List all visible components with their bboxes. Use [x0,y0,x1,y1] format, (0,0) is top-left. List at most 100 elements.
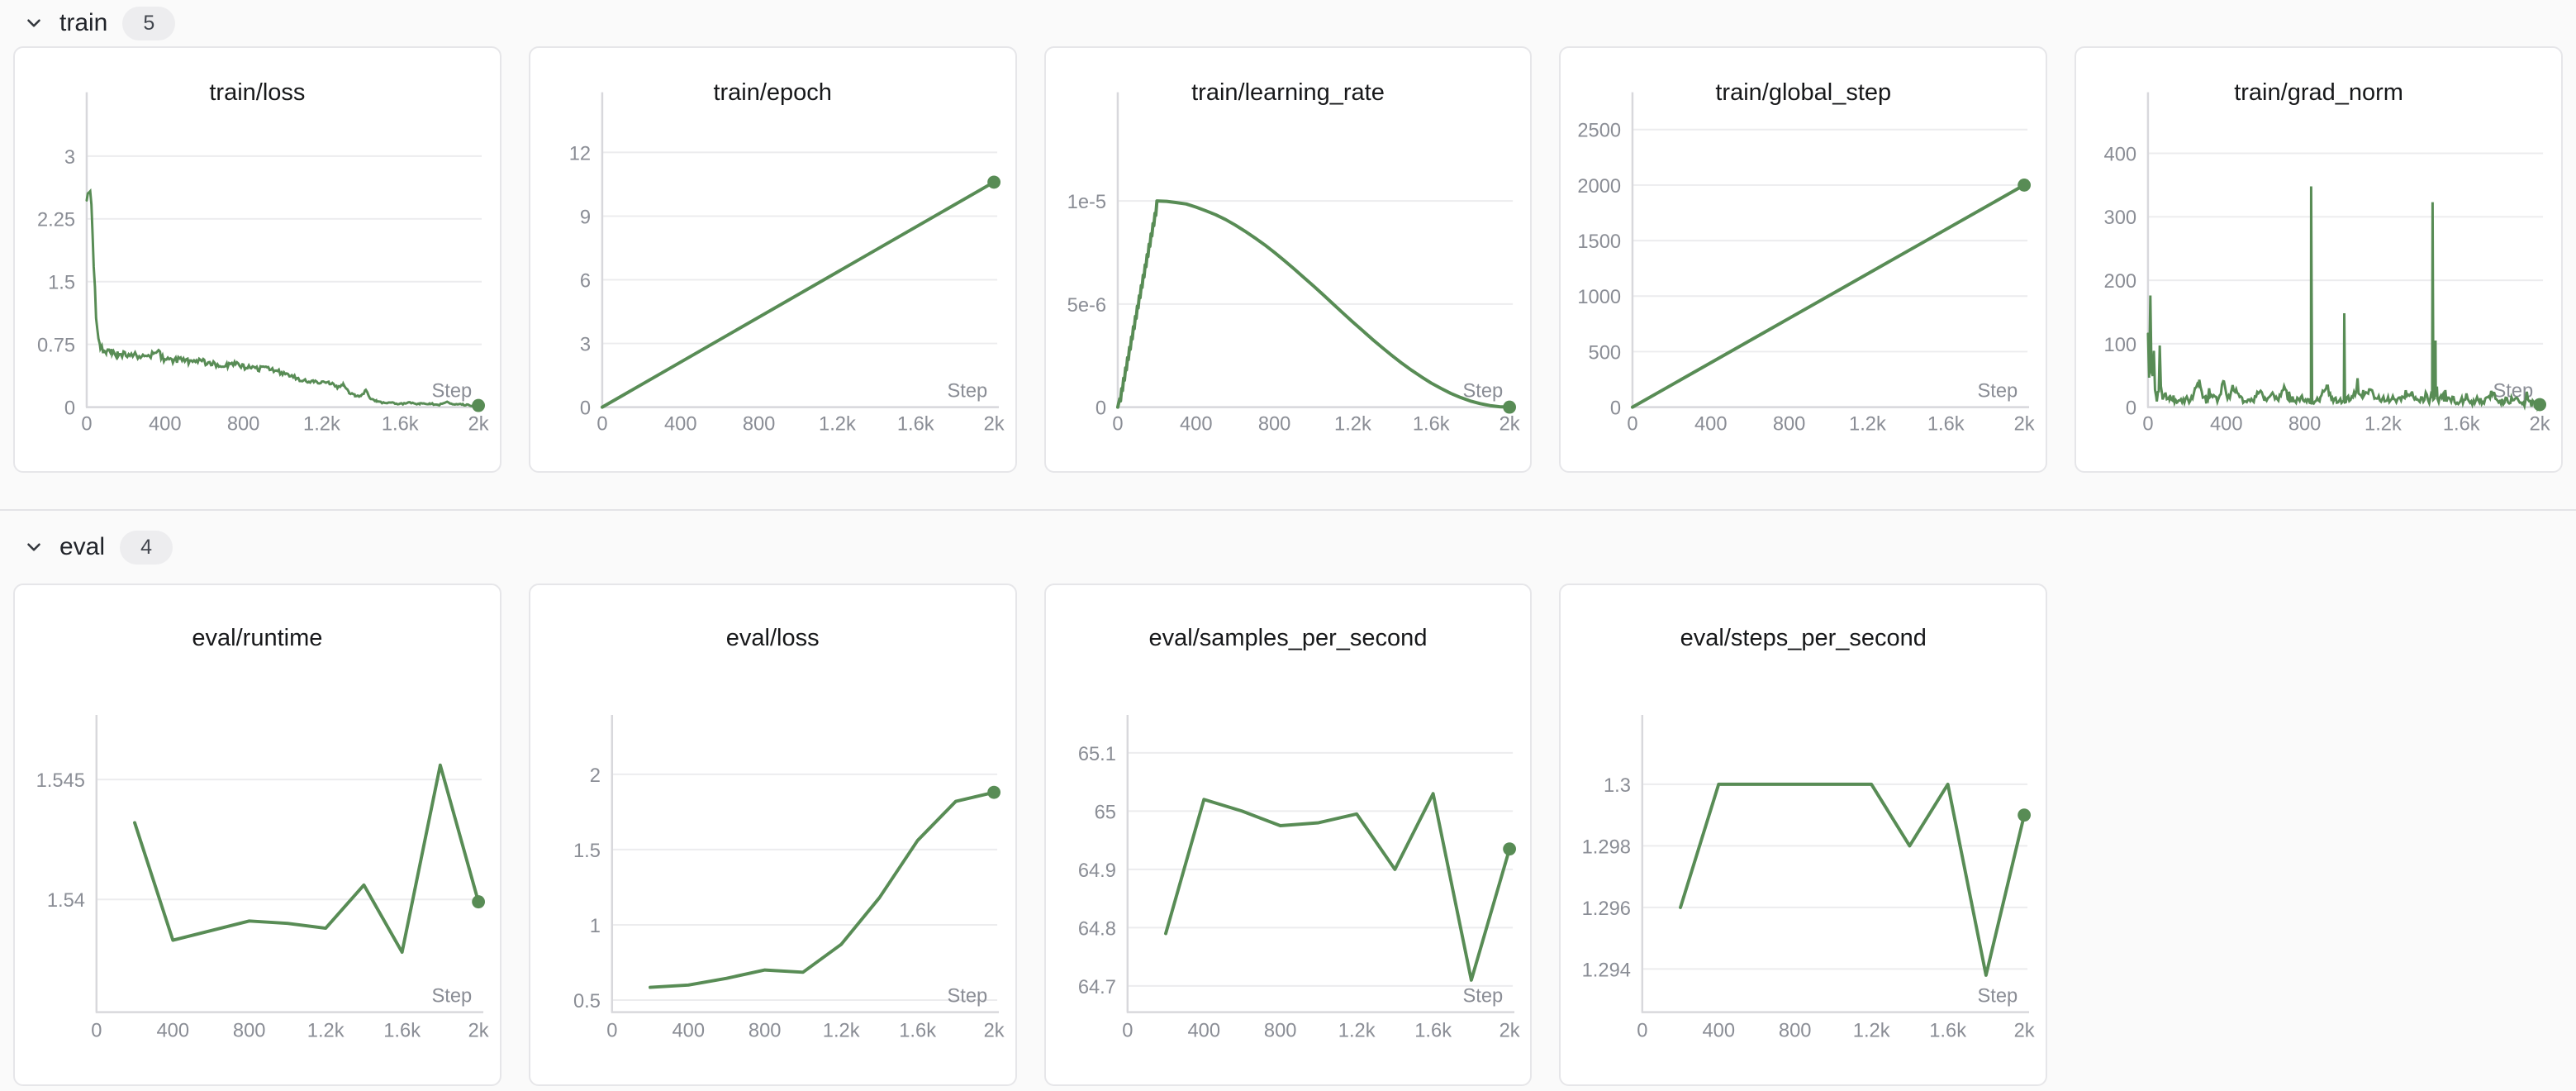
last-point-dot [1502,400,1516,414]
svg-text:0: 0 [81,412,92,435]
x-axis-step-label: Step [1978,380,2018,403]
svg-text:2000: 2000 [1578,175,1622,198]
section-title-eval: eval [59,533,106,560]
svg-text:0: 0 [606,1019,617,1041]
series-line [648,790,996,989]
svg-text:2k: 2k [468,1019,489,1041]
chart-canvas: 1.54 1.545 0 400 800 1.2k 1.6k 2k Step [36,714,489,1041]
svg-text:0: 0 [2143,412,2154,435]
last-point-dot [2533,398,2547,412]
svg-text:1.296: 1.296 [1582,898,1631,920]
chart-card-train-global-step[interactable]: train/global_step 0 500 1000 1500 2000 2500 0 40… [1559,46,2048,473]
chart-card-train-loss[interactable]: train/loss 0 0.75 1.5 2.25 3 0 400 800 1.2k 1.6k 2k… [13,46,501,473]
svg-text:300: 300 [2104,207,2137,229]
chart-card-train-grad-norm[interactable]: train/grad_norm 0 100 200 300 400 0 400 800 1.2k 1… [2075,46,2563,473]
chart-card-train-epoch[interactable]: train/epoch 0 3 6 9 12 0 400 800 1.2k 1.6k 2k Step [528,46,1017,473]
svg-text:1.54: 1.54 [47,889,85,912]
chart-title: eval/runtime [192,625,323,651]
svg-text:2k: 2k [2014,1019,2035,1041]
svg-text:1.2k: 1.2k [303,412,340,435]
svg-text:9: 9 [580,206,591,228]
svg-text:1.2k: 1.2k [1853,1019,1890,1041]
svg-text:0: 0 [1122,1019,1133,1041]
svg-text:400: 400 [149,412,182,435]
svg-text:1.6k: 1.6k [383,1019,421,1041]
svg-text:65.1: 65.1 [1077,743,1115,765]
svg-text:400: 400 [664,412,697,435]
x-axis-step-label: Step [947,985,987,1008]
last-point-dot [2018,178,2032,192]
chart-card-eval-steps-per-second[interactable]: eval/steps_per_second 1.294 1.296 1.298 1.3 0… [1559,584,2048,1086]
svg-text:1.545: 1.545 [36,769,85,792]
chart-title: train/epoch [713,79,832,106]
last-point-dot [2018,808,2032,822]
x-axis-step-label: Step [431,985,472,1008]
svg-text:400: 400 [1703,1019,1736,1041]
svg-text:800: 800 [1773,412,1806,435]
svg-text:400: 400 [1187,1019,1220,1041]
svg-text:800: 800 [233,1019,266,1041]
svg-text:64.9: 64.9 [1077,860,1115,882]
series-line [85,188,480,408]
svg-text:0.75: 0.75 [37,335,75,357]
svg-text:400: 400 [2104,143,2137,165]
chart-card-eval-runtime[interactable]: eval/runtime 1.54 1.545 0 400 800 1.2k 1.6k 2k St… [13,584,501,1086]
svg-text:1.6k: 1.6k [1414,1019,1452,1041]
chart-card-train-learning-rate[interactable]: train/learning_rate 0 5e-6 1e-5 0 400 800 1.2k 1… [1043,46,1533,473]
last-point-dot [472,398,486,412]
chart-card-eval-samples-per-second[interactable]: eval/samples_per_second 64.7 64.8 64.9 65 65.… [1043,584,1533,1086]
svg-text:65: 65 [1094,801,1115,823]
chart-title: eval/steps_per_second [1680,625,1927,651]
svg-text:400: 400 [156,1019,189,1041]
svg-text:800: 800 [1257,412,1290,435]
chevron-down-icon[interactable] [23,536,45,558]
last-point-dot [987,785,1000,799]
svg-text:1500: 1500 [1578,231,1622,253]
svg-text:6: 6 [580,269,591,292]
series-line [2146,186,2541,412]
last-point-dot [472,895,486,909]
svg-text:0: 0 [1096,397,1106,419]
svg-text:2k: 2k [983,1019,1004,1041]
svg-text:2k: 2k [1499,412,1519,435]
svg-text:1.2k: 1.2k [307,1019,345,1041]
svg-text:1.5: 1.5 [48,272,75,294]
svg-text:800: 800 [2288,412,2322,435]
train-charts-grid: train/loss 0 0.75 1.5 2.25 3 0 400 800 1.2k 1.6k 2k… [0,46,2576,473]
svg-text:1.3: 1.3 [1604,774,1631,797]
svg-text:800: 800 [1779,1019,1812,1041]
chart-canvas: 0.5 1 1.5 2 0 400 800 1.2k 1.6k 2k Step [573,714,1005,1041]
chart-canvas: 0 5e-6 1e-5 0 400 800 1.2k 1.6k 2k Step [1067,92,1519,435]
svg-text:1.2k: 1.2k [819,412,856,435]
svg-text:800: 800 [227,412,260,435]
svg-text:1000: 1000 [1578,286,1622,308]
chart-title: train/grad_norm [2234,79,2403,106]
chart-canvas: 0 3 6 9 12 0 400 800 1.2k 1.6k 2k Step [569,92,1005,435]
chart-title: eval/loss [725,625,820,651]
chart-count-badge-train: 5 [122,6,176,40]
svg-text:0: 0 [1628,412,1638,435]
series-line [1631,183,2027,409]
svg-text:0: 0 [91,1019,102,1041]
svg-text:2k: 2k [1499,1019,1519,1041]
svg-text:2k: 2k [468,412,489,435]
svg-text:1: 1 [590,915,601,937]
svg-text:1.6k: 1.6k [1930,1019,1967,1041]
series-line [600,180,996,409]
svg-text:0: 0 [1637,1019,1648,1041]
last-point-dot [987,175,1000,189]
svg-text:0: 0 [2126,397,2136,419]
svg-text:400: 400 [1180,412,1213,435]
chevron-down-icon[interactable] [23,12,45,34]
series-line [1163,792,1511,982]
chart-card-eval-loss[interactable]: eval/loss 0.5 1 1.5 2 0 400 800 1.2k 1.6k 2k Step [528,584,1017,1086]
section-title-train: train [59,9,108,36]
series-line [1115,199,1511,409]
svg-text:2: 2 [590,765,601,787]
svg-text:800: 800 [743,412,776,435]
chart-canvas: 0 500 1000 1500 2000 2500 0 400 800 1.2k 1.6k 2k Ste… [1578,92,2035,435]
chart-title: train/global_step [1715,79,1892,106]
svg-text:1.2k: 1.2k [2365,412,2402,435]
svg-text:2.25: 2.25 [37,209,75,231]
